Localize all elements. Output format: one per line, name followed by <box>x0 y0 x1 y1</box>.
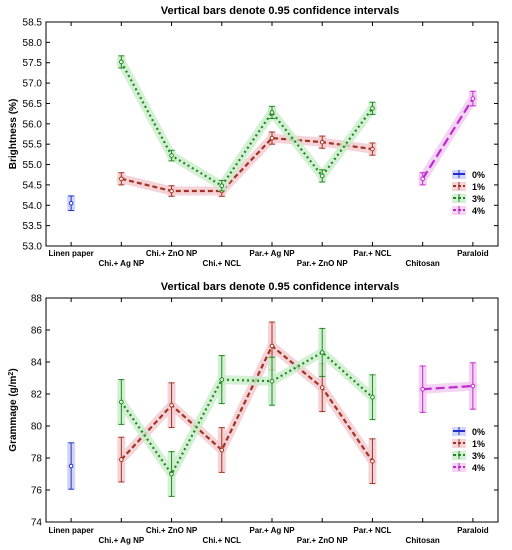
series-band-3% <box>116 57 377 191</box>
data-point <box>319 173 325 179</box>
x-tick-label: Par.+ ZnO NP <box>297 259 349 268</box>
data-point <box>470 383 476 389</box>
data-point <box>169 402 174 408</box>
y-tick-label: 56.0 <box>23 119 43 130</box>
x-tick-label: Paraloid <box>457 249 489 258</box>
series-line-1% <box>120 344 374 462</box>
x-tick-label: Chi.+ ZnO NP <box>146 526 198 535</box>
x-tick-label: Par.+ NCL <box>353 526 391 535</box>
x-tick-label: Linen paper <box>48 249 93 258</box>
y-tick-label: 55.0 <box>23 160 43 171</box>
data-point <box>370 146 375 152</box>
y-tick-label: 53.5 <box>23 221 43 232</box>
x-tick-label: Chitosan <box>406 536 440 545</box>
y-tick-label: 56.5 <box>23 99 43 110</box>
grammage-chart: Vertical bars denote 0.95 confidence int… <box>8 281 499 545</box>
y-tick-label: 54.5 <box>23 180 43 191</box>
legend-label: 1% <box>472 439 485 449</box>
legend-label: 4% <box>472 463 485 473</box>
legend-label: 3% <box>472 194 485 204</box>
legend-label: 1% <box>472 182 485 192</box>
data-point <box>68 463 74 469</box>
data-point <box>119 59 124 65</box>
data-point <box>420 176 425 182</box>
y-tick-label: 57.5 <box>23 58 43 69</box>
y-tick-label: 88 <box>31 294 43 305</box>
x-tick-label: Chitosan <box>406 259 440 268</box>
chart-title: Vertical bars denote 0.95 confidence int… <box>161 281 399 293</box>
data-point <box>269 110 275 115</box>
y-axis-label: Brightness (%) <box>8 99 19 170</box>
x-tick-label: Linen paper <box>48 526 93 535</box>
y-tick-label: 53.0 <box>23 242 43 253</box>
data-point <box>269 135 275 141</box>
data-point <box>219 183 225 189</box>
data-point <box>269 378 275 384</box>
data-point <box>319 350 325 355</box>
x-tick-label: Paraloid <box>457 526 489 535</box>
y-tick-label: 82 <box>31 390 43 401</box>
legend-label: 0% <box>472 170 485 180</box>
data-point <box>370 458 375 464</box>
data-point <box>169 153 174 158</box>
y-axis-label: Grammage (g/m2) <box>8 368 20 451</box>
x-tick-label: Chi.+ Ag NP <box>98 536 144 545</box>
legend-label: 4% <box>472 206 485 216</box>
data-point <box>169 188 174 194</box>
data-point <box>169 471 174 477</box>
legend-label: 3% <box>472 451 485 461</box>
data-point <box>219 377 225 382</box>
data-point <box>370 106 375 111</box>
data-point <box>68 200 74 206</box>
data-point <box>470 96 476 101</box>
data-point <box>269 343 275 349</box>
x-tick-label: Chi.+ Ag NP <box>98 259 144 268</box>
y-tick-label: 58.0 <box>23 38 43 49</box>
x-tick-label: Chi.+ ZnO NP <box>146 249 198 258</box>
data-point <box>119 399 124 405</box>
data-point <box>219 447 225 453</box>
x-tick-label: Chi.+ NCL <box>203 259 242 268</box>
y-tick-label: 80 <box>31 422 43 433</box>
series-line-4% <box>421 98 474 180</box>
y-tick-label: 86 <box>31 326 43 337</box>
data-point <box>370 394 375 400</box>
series-line-4% <box>422 384 473 391</box>
data-point <box>319 139 325 145</box>
y-tick-label: 84 <box>31 358 43 369</box>
legend-label: 0% <box>472 427 485 437</box>
x-tick-label: Par.+ Ag NP <box>249 526 295 535</box>
data-point <box>119 457 124 462</box>
chart-title: Vertical bars denote 0.95 confidence int… <box>161 5 399 17</box>
series-band-3% <box>116 347 377 479</box>
data-point <box>119 176 124 182</box>
y-tick-label: 76 <box>31 486 43 497</box>
y-tick-label: 54.0 <box>23 201 43 212</box>
y-tick-label: 74 <box>31 518 43 529</box>
series-line-1% <box>121 136 373 193</box>
x-tick-label: Par.+ Ag NP <box>249 249 295 258</box>
data-point <box>420 386 425 392</box>
data-point <box>319 385 325 390</box>
x-tick-label: Par.+ ZnO NP <box>297 536 349 545</box>
y-tick-label: 57.0 <box>23 79 43 90</box>
brightness-chart: Vertical bars denote 0.95 confidence int… <box>8 5 499 268</box>
y-tick-label: 58.5 <box>23 18 43 29</box>
y-tick-label: 55.5 <box>23 140 43 151</box>
x-tick-label: Par.+ NCL <box>353 249 391 258</box>
y-tick-label: 78 <box>31 454 43 465</box>
x-tick-label: Chi.+ NCL <box>203 536 242 545</box>
